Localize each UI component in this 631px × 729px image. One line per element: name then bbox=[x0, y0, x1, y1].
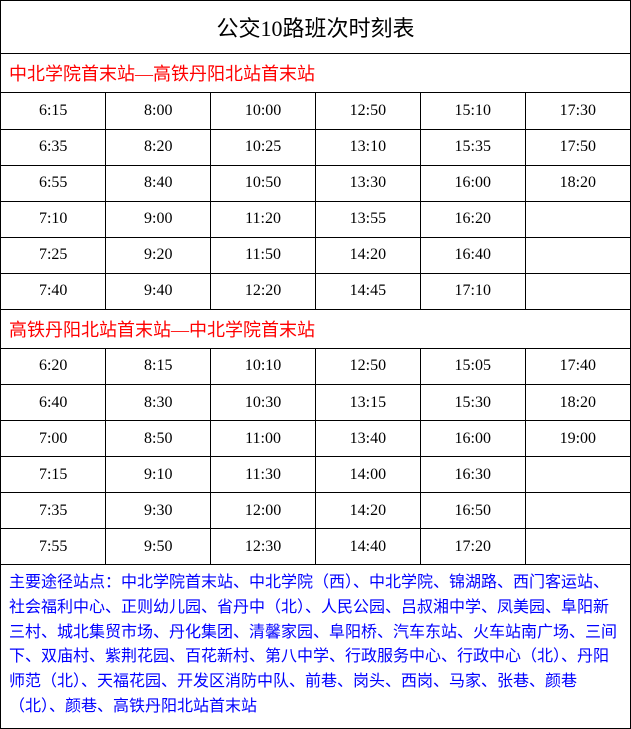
time-cell: 9:00 bbox=[106, 201, 211, 237]
table-row: 6:158:0010:0012:5015:1017:30 bbox=[1, 93, 630, 129]
time-cell bbox=[525, 529, 630, 565]
time-cell: 14:40 bbox=[315, 529, 420, 565]
schedule-table-1: 6:158:0010:0012:5015:1017:306:358:2010:2… bbox=[1, 93, 630, 310]
time-cell: 15:10 bbox=[420, 93, 525, 129]
time-cell: 11:00 bbox=[211, 421, 316, 457]
time-cell: 12:30 bbox=[211, 529, 316, 565]
time-cell: 15:30 bbox=[420, 385, 525, 421]
time-cell: 13:30 bbox=[315, 165, 420, 201]
table-row: 6:208:1510:1012:5015:0517:40 bbox=[1, 349, 630, 385]
time-cell: 17:40 bbox=[525, 349, 630, 385]
table-row: 7:359:3012:0014:2016:50 bbox=[1, 493, 630, 529]
time-cell: 17:50 bbox=[525, 129, 630, 165]
time-cell: 10:25 bbox=[211, 129, 316, 165]
time-cell: 13:10 bbox=[315, 129, 420, 165]
time-cell bbox=[525, 493, 630, 529]
time-cell: 15:35 bbox=[420, 129, 525, 165]
time-cell: 13:55 bbox=[315, 201, 420, 237]
time-cell: 19:00 bbox=[525, 421, 630, 457]
table-row: 7:008:5011:0013:4016:0019:00 bbox=[1, 421, 630, 457]
time-cell: 17:10 bbox=[420, 273, 525, 309]
page-title: 公交10路班次时刻表 bbox=[1, 1, 630, 54]
time-cell: 6:20 bbox=[1, 349, 106, 385]
time-cell: 8:20 bbox=[106, 129, 211, 165]
time-cell: 11:20 bbox=[211, 201, 316, 237]
time-cell: 16:00 bbox=[420, 421, 525, 457]
time-cell: 7:10 bbox=[1, 201, 106, 237]
table-row: 7:159:1011:3014:0016:30 bbox=[1, 457, 630, 493]
time-cell: 10:00 bbox=[211, 93, 316, 129]
time-cell: 8:15 bbox=[106, 349, 211, 385]
time-cell: 7:40 bbox=[1, 273, 106, 309]
stops-section: 主要途径站点：中北学院首末站、中北学院（西）、中北学院、锦湖路、西门客运站、社会… bbox=[1, 565, 630, 728]
time-cell bbox=[525, 457, 630, 493]
time-cell bbox=[525, 237, 630, 273]
time-cell: 15:05 bbox=[420, 349, 525, 385]
time-cell: 12:20 bbox=[211, 273, 316, 309]
time-cell: 9:40 bbox=[106, 273, 211, 309]
time-cell: 7:15 bbox=[1, 457, 106, 493]
time-cell: 12:00 bbox=[211, 493, 316, 529]
time-cell: 8:00 bbox=[106, 93, 211, 129]
table-row: 6:408:3010:3013:1515:3018:20 bbox=[1, 385, 630, 421]
schedule-table-2: 6:208:1510:1012:5015:0517:406:408:3010:3… bbox=[1, 349, 630, 566]
time-cell: 7:35 bbox=[1, 493, 106, 529]
time-cell: 10:50 bbox=[211, 165, 316, 201]
time-cell: 8:30 bbox=[106, 385, 211, 421]
table-row: 7:559:5012:3014:4017:20 bbox=[1, 529, 630, 565]
time-cell: 8:50 bbox=[106, 421, 211, 457]
time-cell: 7:25 bbox=[1, 237, 106, 273]
route-header-1: 中北学院首末站—高铁丹阳北站首末站 bbox=[1, 54, 630, 93]
time-cell: 14:45 bbox=[315, 273, 420, 309]
time-cell: 18:20 bbox=[525, 385, 630, 421]
time-cell: 6:15 bbox=[1, 93, 106, 129]
timetable-page: 公交10路班次时刻表 中北学院首末站—高铁丹阳北站首末站 6:158:0010:… bbox=[0, 0, 631, 729]
time-cell: 14:20 bbox=[315, 237, 420, 273]
table-row: 7:109:0011:2013:5516:20 bbox=[1, 201, 630, 237]
time-cell: 10:30 bbox=[211, 385, 316, 421]
time-cell: 16:50 bbox=[420, 493, 525, 529]
table-row: 6:558:4010:5013:3016:0018:20 bbox=[1, 165, 630, 201]
time-cell: 6:40 bbox=[1, 385, 106, 421]
time-cell: 8:40 bbox=[106, 165, 211, 201]
table-row: 6:358:2010:2513:1015:3517:50 bbox=[1, 129, 630, 165]
time-cell: 13:40 bbox=[315, 421, 420, 457]
time-cell: 13:15 bbox=[315, 385, 420, 421]
time-cell: 14:00 bbox=[315, 457, 420, 493]
time-cell: 16:00 bbox=[420, 165, 525, 201]
time-cell: 16:20 bbox=[420, 201, 525, 237]
table-row: 7:259:2011:5014:2016:40 bbox=[1, 237, 630, 273]
time-cell bbox=[525, 201, 630, 237]
time-cell: 12:50 bbox=[315, 93, 420, 129]
time-cell: 17:20 bbox=[420, 529, 525, 565]
time-cell: 10:10 bbox=[211, 349, 316, 385]
time-cell: 11:30 bbox=[211, 457, 316, 493]
time-cell: 17:30 bbox=[525, 93, 630, 129]
time-cell: 14:20 bbox=[315, 493, 420, 529]
route-header-2: 高铁丹阳北站首末站—中北学院首末站 bbox=[1, 310, 630, 349]
time-cell: 18:20 bbox=[525, 165, 630, 201]
time-cell: 9:30 bbox=[106, 493, 211, 529]
time-cell: 7:55 bbox=[1, 529, 106, 565]
time-cell: 7:00 bbox=[1, 421, 106, 457]
time-cell: 16:30 bbox=[420, 457, 525, 493]
stops-text: 中北学院首末站、中北学院（西）、中北学院、锦湖路、西门客运站、社会福利中心、正则… bbox=[9, 574, 617, 715]
time-cell: 9:20 bbox=[106, 237, 211, 273]
time-cell: 6:35 bbox=[1, 129, 106, 165]
time-cell: 16:40 bbox=[420, 237, 525, 273]
time-cell: 11:50 bbox=[211, 237, 316, 273]
time-cell: 9:50 bbox=[106, 529, 211, 565]
time-cell: 6:55 bbox=[1, 165, 106, 201]
table-row: 7:409:4012:2014:4517:10 bbox=[1, 273, 630, 309]
stops-label: 主要途径站点： bbox=[9, 574, 121, 591]
time-cell: 9:10 bbox=[106, 457, 211, 493]
time-cell bbox=[525, 273, 630, 309]
time-cell: 12:50 bbox=[315, 349, 420, 385]
